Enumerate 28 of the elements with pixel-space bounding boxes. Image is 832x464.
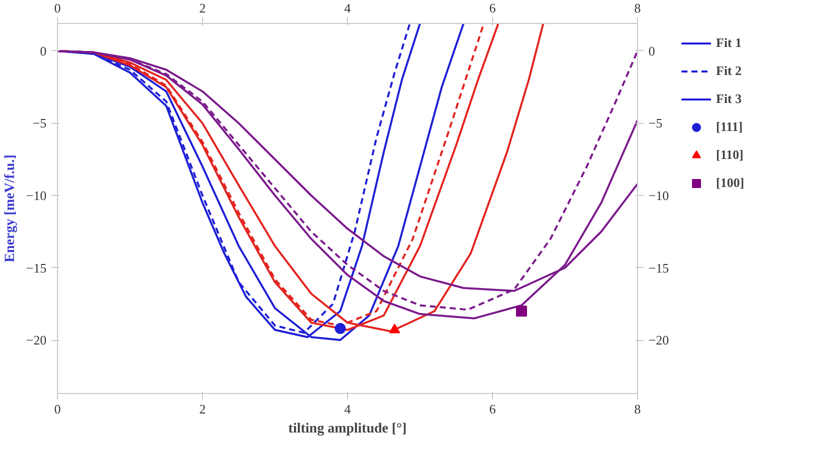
y-tick-label: −15 <box>26 260 47 276</box>
legend-label: Fit 3 <box>716 91 742 107</box>
x2-tick-label: 4 <box>344 0 352 16</box>
legend-label: [100] <box>716 175 744 191</box>
y-axis-title: Energy [meV/f.u.] <box>3 154 18 262</box>
x-tick-label: 2 <box>199 402 206 416</box>
legend-label: Fit 1 <box>716 35 742 51</box>
x-tick-label: 4 <box>344 402 352 416</box>
x-tick-label: 8 <box>634 402 641 416</box>
x-tick-label: 0 <box>54 402 61 416</box>
x-axis-title: tilting amplitude [°] <box>288 422 407 436</box>
y-tick-label: −10 <box>26 188 47 203</box>
y2-tick-label: −20 <box>648 332 669 348</box>
y2-tick-label: −10 <box>648 188 669 203</box>
legend-label: Fit 2 <box>716 63 742 79</box>
y-tick-label: −5 <box>32 116 47 131</box>
x2-tick-label: 0 <box>54 0 61 16</box>
x-tick-label: 6 <box>489 402 496 416</box>
y-tick-label: −20 <box>26 332 47 348</box>
x2-tick-label: 8 <box>634 0 641 16</box>
y2-tick-label: 0 <box>648 43 655 58</box>
x2-tick-label: 6 <box>489 0 496 16</box>
y2-tick-label: −5 <box>648 116 662 131</box>
x2-tick-label: 2 <box>199 0 206 16</box>
y-tick-label: 0 <box>40 43 46 58</box>
y2-tick-label: −15 <box>648 260 669 276</box>
legend-label: [110] <box>716 147 744 163</box>
legend-label: [111] <box>716 119 743 135</box>
